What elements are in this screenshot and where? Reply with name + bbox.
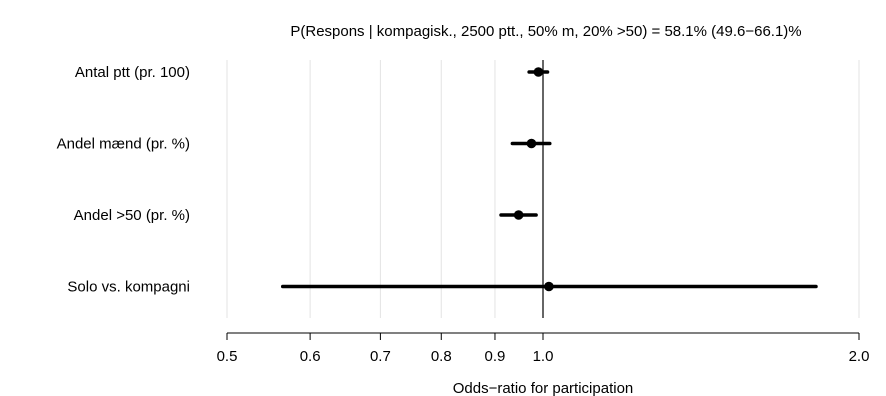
estimate-row: Solo vs. kompagni <box>67 279 818 296</box>
row-label: Antal ptt (pr. 100) <box>75 64 190 81</box>
x-tick-label: 0.6 <box>300 348 321 365</box>
x-tick-label: 0.9 <box>485 348 506 365</box>
x-tick-label: 0.7 <box>370 348 391 365</box>
row-label: Andel >50 (pr. %) <box>74 207 190 224</box>
estimate-row: Antal ptt (pr. 100) <box>75 64 550 81</box>
chart-title: P(Respons | kompagisk., 2500 ptt., 50% m… <box>290 23 801 40</box>
estimate-row: Andel >50 (pr. %) <box>74 207 538 224</box>
x-axis-label: Odds−ratio for participation <box>453 380 634 396</box>
point-estimate <box>533 67 544 77</box>
estimate-row: Andel mænd (pr. %) <box>57 136 552 153</box>
point-estimate <box>526 138 537 149</box>
estimate-rows: Antal ptt (pr. 100) Andel mænd (pr. %) And… <box>57 64 818 296</box>
x-tick-label: 0.8 <box>431 348 452 365</box>
x-tick-label: 1.0 <box>533 348 554 365</box>
x-axis: 0.5 0.6 0.7 0.8 0.9 1.0 2.0 <box>217 332 870 365</box>
point-estimate <box>513 210 524 220</box>
point-estimate <box>544 281 554 292</box>
row-label: Andel mænd (pr. %) <box>57 136 190 153</box>
x-tick-label: 0.5 <box>217 348 238 365</box>
x-tick-label: 2.0 <box>849 348 870 365</box>
row-label: Solo vs. kompagni <box>67 279 190 296</box>
